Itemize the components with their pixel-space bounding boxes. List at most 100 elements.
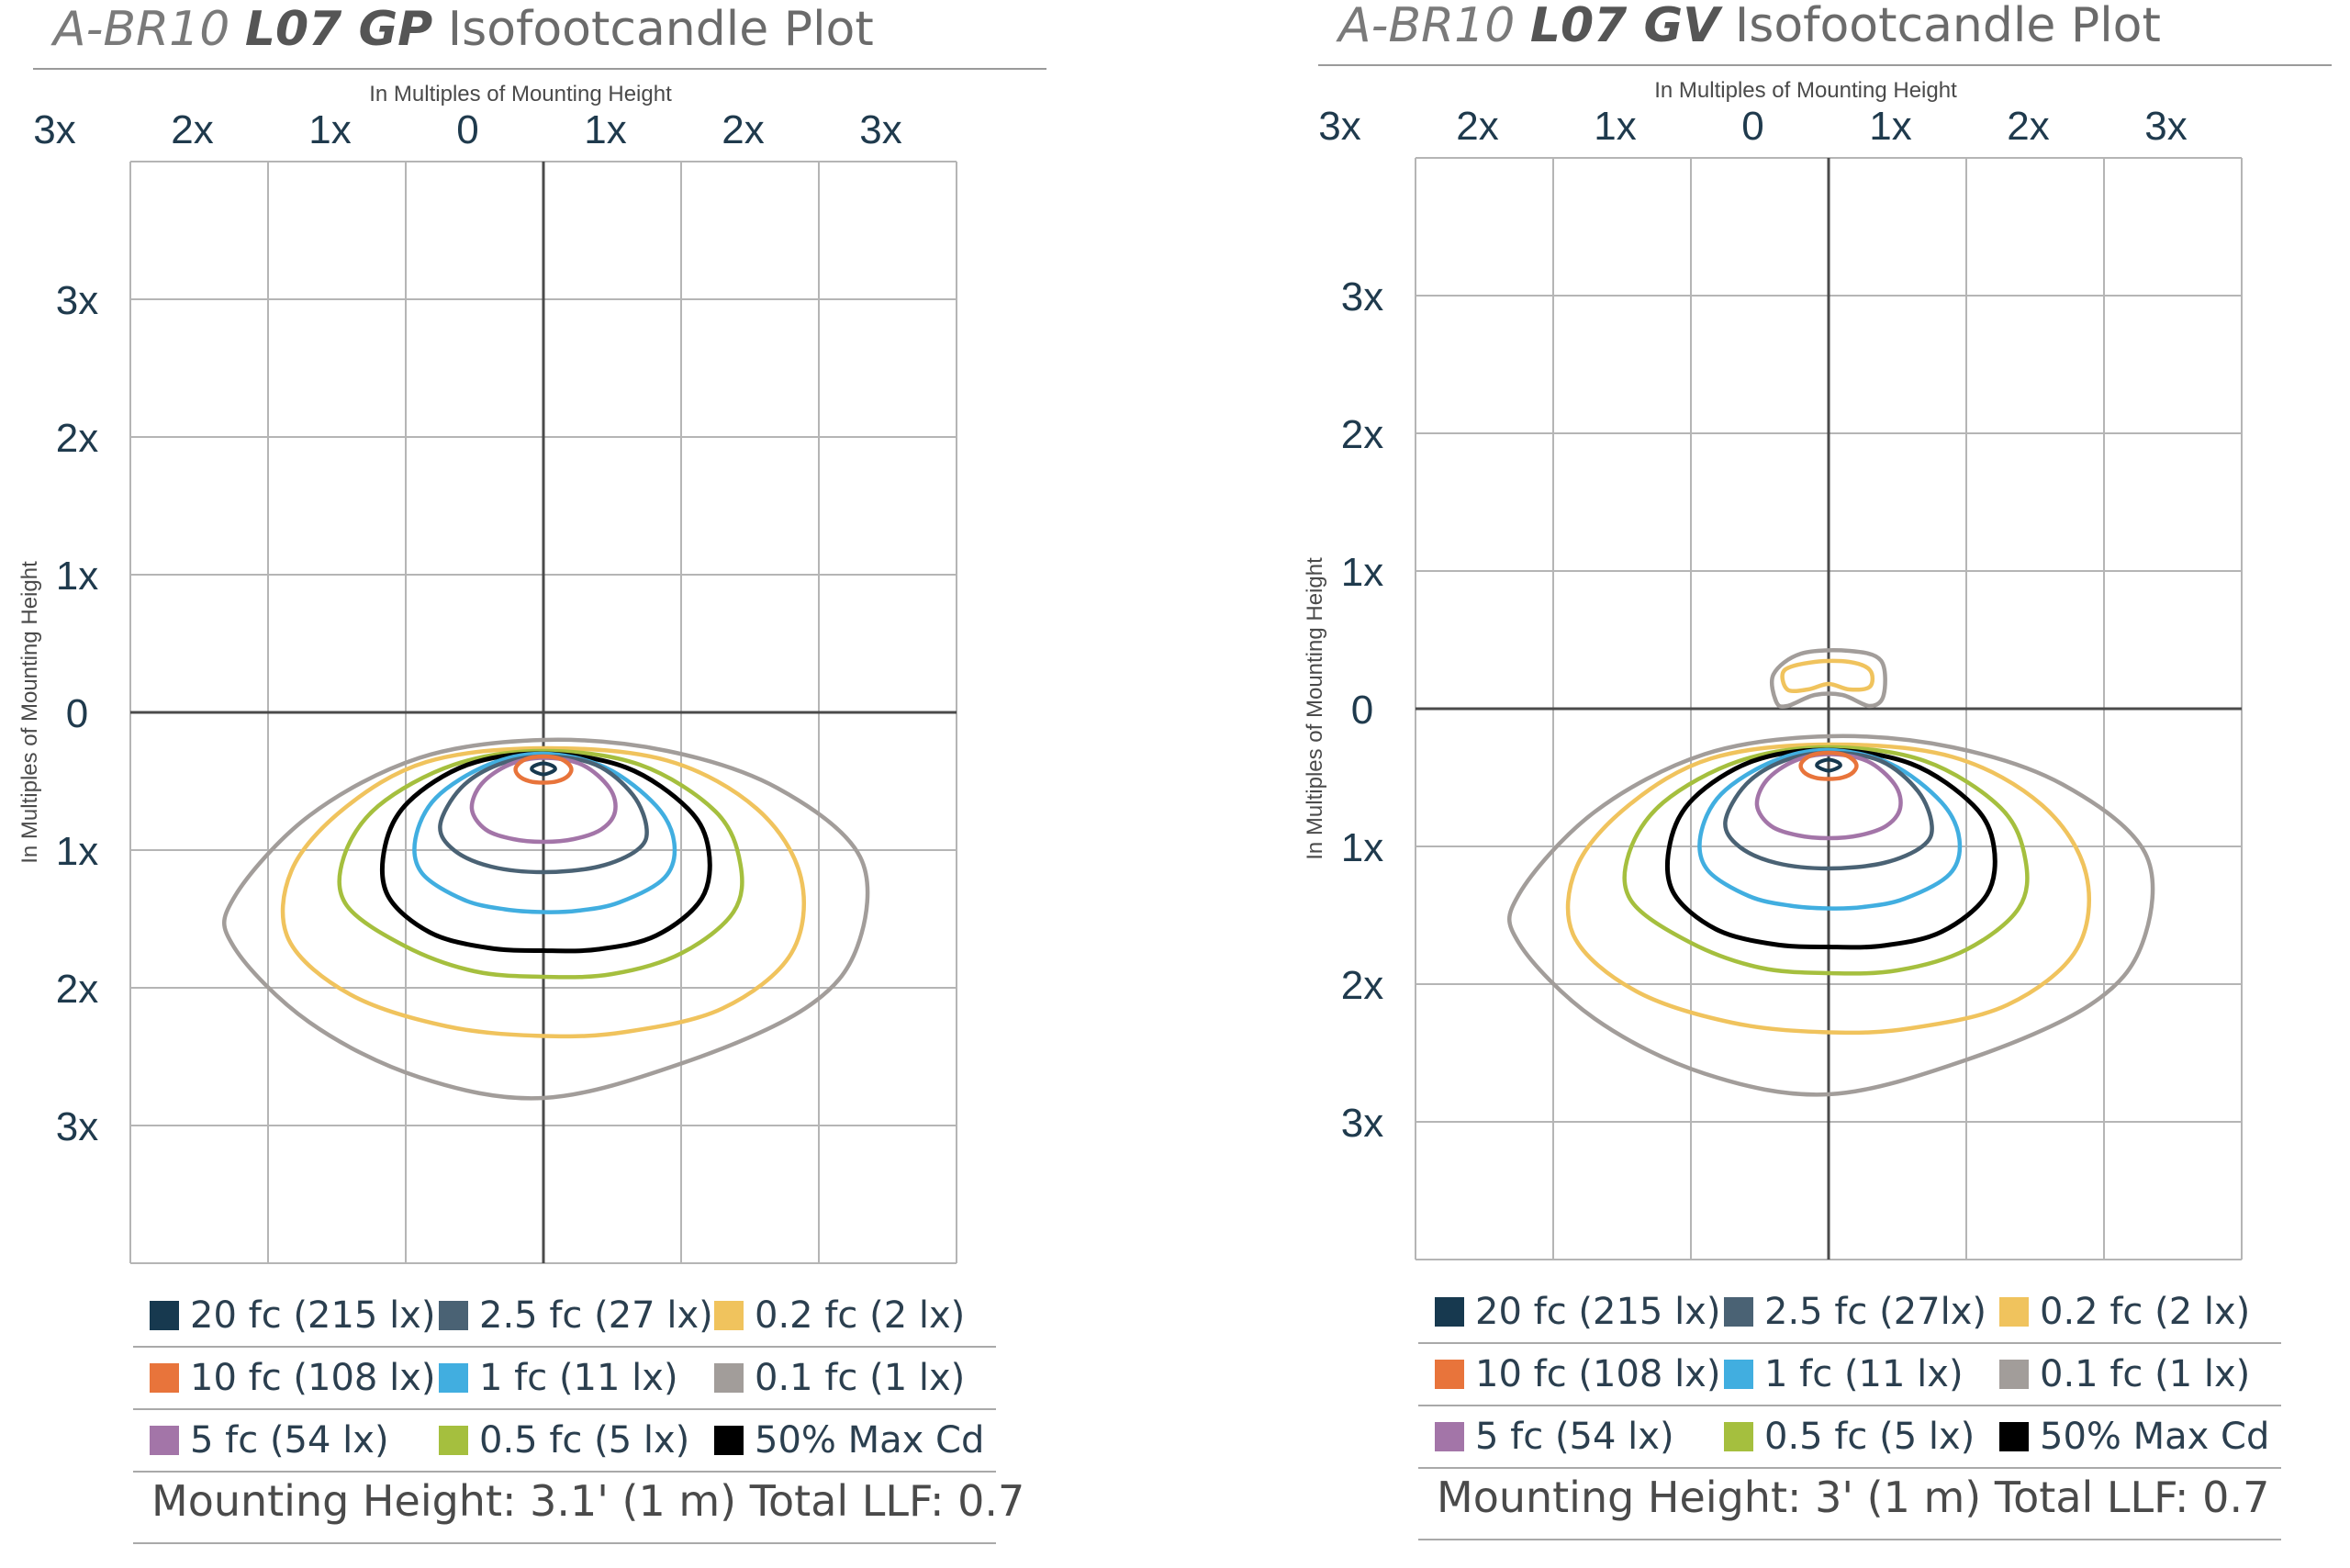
- legend-label: 0.1 fc (1 lx): [755, 1357, 966, 1399]
- legend-label: 20 fc (215 lx): [190, 1294, 436, 1337]
- title-divider: [33, 68, 1046, 70]
- y-tick-label: 2x: [56, 416, 98, 461]
- contour-20-fc-215-lx: [1815, 757, 1842, 773]
- legend-row: 20 fc (215 lx) 2.5 fc (27 lx) 0.2 fc (2 lx…: [133, 1285, 996, 1348]
- x-tick-label: 1x: [1869, 104, 1911, 149]
- y-tick-label: 1x: [56, 554, 98, 599]
- contour-0-1-fc-1-lx-backlight: [1769, 648, 1887, 709]
- legend-item: 20 fc (215 lx): [1418, 1291, 1724, 1333]
- legend-swatch: [150, 1426, 179, 1455]
- legend-swatch: [439, 1301, 468, 1330]
- y-tick-label: 2x: [1341, 412, 1383, 457]
- mounting-info: Mounting Height: 3.1' (1 m) Total LLF: 0…: [151, 1476, 1025, 1526]
- isofootcandle-plot-gp: A-BR10 L07 GP Isofootcandle Plot In Mult…: [17, 2, 1046, 1544]
- contour-2-5-fc-27-lx: [438, 754, 649, 875]
- legend-swatch: [1435, 1297, 1464, 1327]
- legend-label: 0.5 fc (5 lx): [479, 1419, 690, 1462]
- legend-item: 50% Max Cd: [1999, 1416, 2275, 1458]
- legend-label: 1 fc (11 lx): [479, 1357, 678, 1399]
- contour-0-2-fc-2-lx-backlight: [1780, 658, 1875, 694]
- legend-item: 0.5 fc (5 lx): [1724, 1416, 1999, 1458]
- legend-swatch: [150, 1301, 179, 1330]
- contour-20-fc-215-lx: [530, 761, 557, 777]
- side-axis-label: In Multiples of Mounting Height: [17, 561, 42, 864]
- legend-item: 50% Max Cd: [714, 1419, 990, 1462]
- legend: 20 fc (215 lx) 2.5 fc (27lx) 0.2 fc (2 lx)…: [1418, 1282, 2281, 1469]
- y-tick-label: 3x: [1341, 1101, 1383, 1146]
- plot-title: A-BR10 L07 GP Isofootcandle Plot: [53, 2, 874, 57]
- contour-0-1-fc-1-lx: [221, 737, 870, 1101]
- contour-0-5-fc-5-lx: [1622, 745, 2030, 976]
- title-suffix: Isofootcandle Plot: [1734, 0, 2161, 53]
- legend-swatch: [1999, 1297, 2029, 1327]
- legend-row: 5 fc (54 lx) 0.5 fc (5 lx) 50% Max Cd: [1418, 1406, 2281, 1469]
- legend-label: 50% Max Cd: [2040, 1416, 2270, 1458]
- title-product: A-BR10: [1338, 0, 1516, 53]
- legend-item: 10 fc (108 lx): [133, 1357, 439, 1399]
- title-model: L07 GV: [1529, 0, 1720, 53]
- legend-item: 0.5 fc (5 lx): [439, 1419, 714, 1462]
- legend-row: 5 fc (54 lx) 0.5 fc (5 lx) 50% Max Cd: [133, 1410, 996, 1473]
- contour-plot: In Multiples of Mounting Height 3x 2x 1x 0 1x…: [17, 82, 957, 1264]
- y-tick-label: 3x: [56, 278, 98, 323]
- legend-label: 20 fc (215 lx): [1475, 1291, 1721, 1333]
- footer-divider: [133, 1542, 996, 1544]
- plot-title: A-BR10 L07 GV Isofootcandle Plot: [1338, 0, 2161, 53]
- legend-item: 1 fc (11 lx): [1724, 1353, 1999, 1395]
- footer-divider: [1418, 1539, 2281, 1540]
- x-tick-label: 2x: [171, 107, 213, 152]
- legend-label: 0.2 fc (2 lx): [2040, 1291, 2251, 1333]
- title-model: L07 GP: [244, 2, 433, 57]
- legend-label: 5 fc (54 lx): [190, 1419, 389, 1462]
- legend-swatch: [439, 1363, 468, 1393]
- legend-swatch: [1724, 1297, 1753, 1327]
- contour-5-fc-54-lx: [469, 756, 618, 845]
- legend-swatch: [150, 1363, 179, 1393]
- legend-label: 10 fc (108 lx): [190, 1357, 436, 1399]
- legend-item: 0.2 fc (2 lx): [1999, 1291, 2275, 1333]
- legend-swatch: [1724, 1422, 1753, 1451]
- legend-item: 10 fc (108 lx): [1418, 1353, 1724, 1395]
- contour-0-1-fc-1-lx: [1506, 734, 2155, 1097]
- y-tick-label: 3x: [1341, 274, 1383, 319]
- legend-item: 0.1 fc (1 lx): [714, 1357, 990, 1399]
- contour-plot: In Multiples of Mounting Height 3x 2x 1x 0 1x…: [1303, 78, 2243, 1260]
- contour-1-fc-11-lx: [1697, 747, 1963, 911]
- y-tick-label: 1x: [56, 829, 98, 874]
- x-tick-label: 3x: [33, 107, 75, 152]
- x-tick-label: 3x: [859, 107, 901, 152]
- legend-item: 0.2 fc (2 lx): [714, 1294, 990, 1337]
- x-tick-label: 3x: [1318, 104, 1360, 149]
- title-suffix: Isofootcandle Plot: [447, 2, 874, 57]
- legend-label: 0.1 fc (1 lx): [2040, 1353, 2251, 1395]
- legend-item: 2.5 fc (27lx): [1724, 1291, 1999, 1333]
- title-divider: [1318, 64, 2332, 66]
- contour-10-fc-108-lx: [513, 754, 574, 785]
- legend-label: 1 fc (11 lx): [1764, 1353, 1964, 1395]
- legend-swatch: [1435, 1422, 1464, 1451]
- top-axis-label: In Multiples of Mounting Height: [369, 82, 672, 106]
- legend-swatch: [439, 1426, 468, 1455]
- contour-0-2-fc-2-lx: [1565, 742, 2091, 1036]
- contour-50-max-cd: [380, 751, 712, 954]
- y-tick-label: 3x: [56, 1104, 98, 1149]
- contour-2-5-fc-27lx: [1723, 750, 1934, 871]
- legend-swatch: [1435, 1360, 1464, 1389]
- legend-swatch: [1999, 1360, 2029, 1389]
- legend-swatch: [1724, 1360, 1753, 1389]
- contour-0-5-fc-5-lx: [337, 748, 744, 980]
- legend-label: 5 fc (54 lx): [1475, 1416, 1674, 1458]
- legend: 20 fc (215 lx) 2.5 fc (27 lx) 0.2 fc (2 lx…: [133, 1285, 996, 1473]
- contour-5-fc-54-lx: [1754, 752, 1903, 841]
- legend-label: 0.5 fc (5 lx): [1764, 1416, 1975, 1458]
- y-tick-label: 2x: [1341, 963, 1383, 1008]
- x-tick-label: 1x: [1594, 104, 1636, 149]
- y-tick-label: 0: [66, 691, 88, 736]
- legend-label: 2.5 fc (27 lx): [479, 1294, 713, 1337]
- y-tick-label: 0: [1351, 688, 1373, 733]
- contour-50-max-cd: [1665, 747, 1998, 950]
- y-tick-label: 1x: [1341, 825, 1383, 870]
- legend-item: 5 fc (54 lx): [1418, 1416, 1724, 1458]
- x-tick-label: 0: [1741, 104, 1763, 149]
- legend-label: 0.2 fc (2 lx): [755, 1294, 966, 1337]
